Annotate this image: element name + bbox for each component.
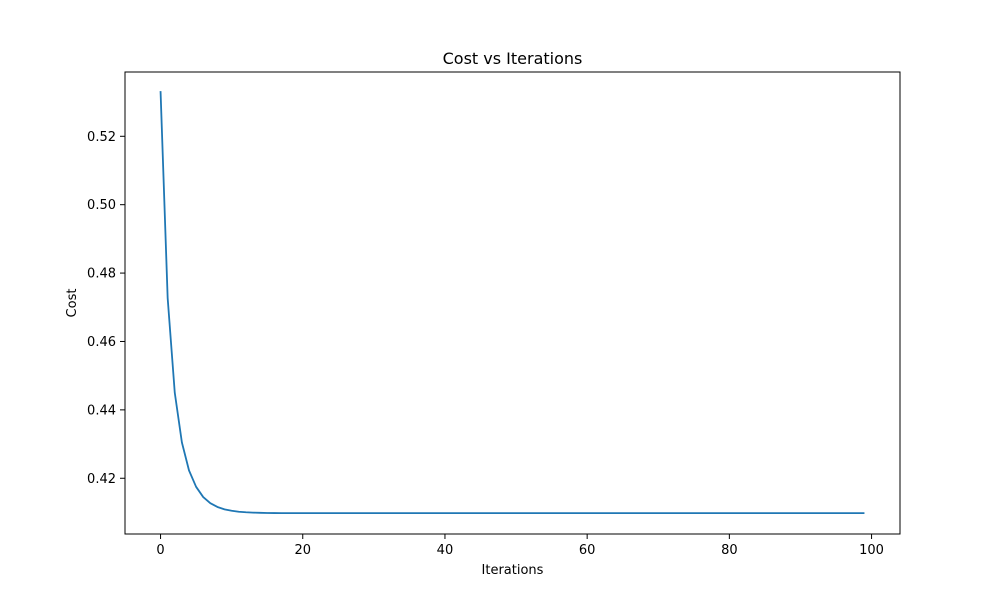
axes-frame (124, 71, 901, 535)
y-tick-label: 0.44 (87, 403, 116, 418)
y-axis-ticks: 0.42 0.44 0.46 0.48 0.50 0.52 (87, 130, 125, 487)
y-tick-label: 0.48 (87, 267, 116, 282)
x-axis-label: Iterations (482, 563, 544, 578)
x-tick-label: 40 (437, 543, 454, 558)
x-tick-label: 80 (721, 543, 738, 558)
y-tick-label: 0.52 (87, 130, 116, 145)
y-tick-label: 0.50 (87, 198, 116, 213)
x-tick-label: 20 (294, 543, 311, 558)
cost-line (159, 91, 865, 515)
chart-title: Cost vs Iterations (443, 49, 583, 68)
y-axis-label: Cost (65, 289, 80, 318)
x-tick-label: 60 (579, 543, 596, 558)
y-tick-label: 0.42 (87, 472, 116, 487)
y-tick-label: 0.46 (87, 335, 116, 350)
x-tick-label: 100 (859, 543, 884, 558)
x-tick-label: 0 (156, 543, 164, 558)
x-axis-ticks: 0 20 40 60 80 100 (156, 534, 884, 558)
plot-area (159, 91, 865, 515)
